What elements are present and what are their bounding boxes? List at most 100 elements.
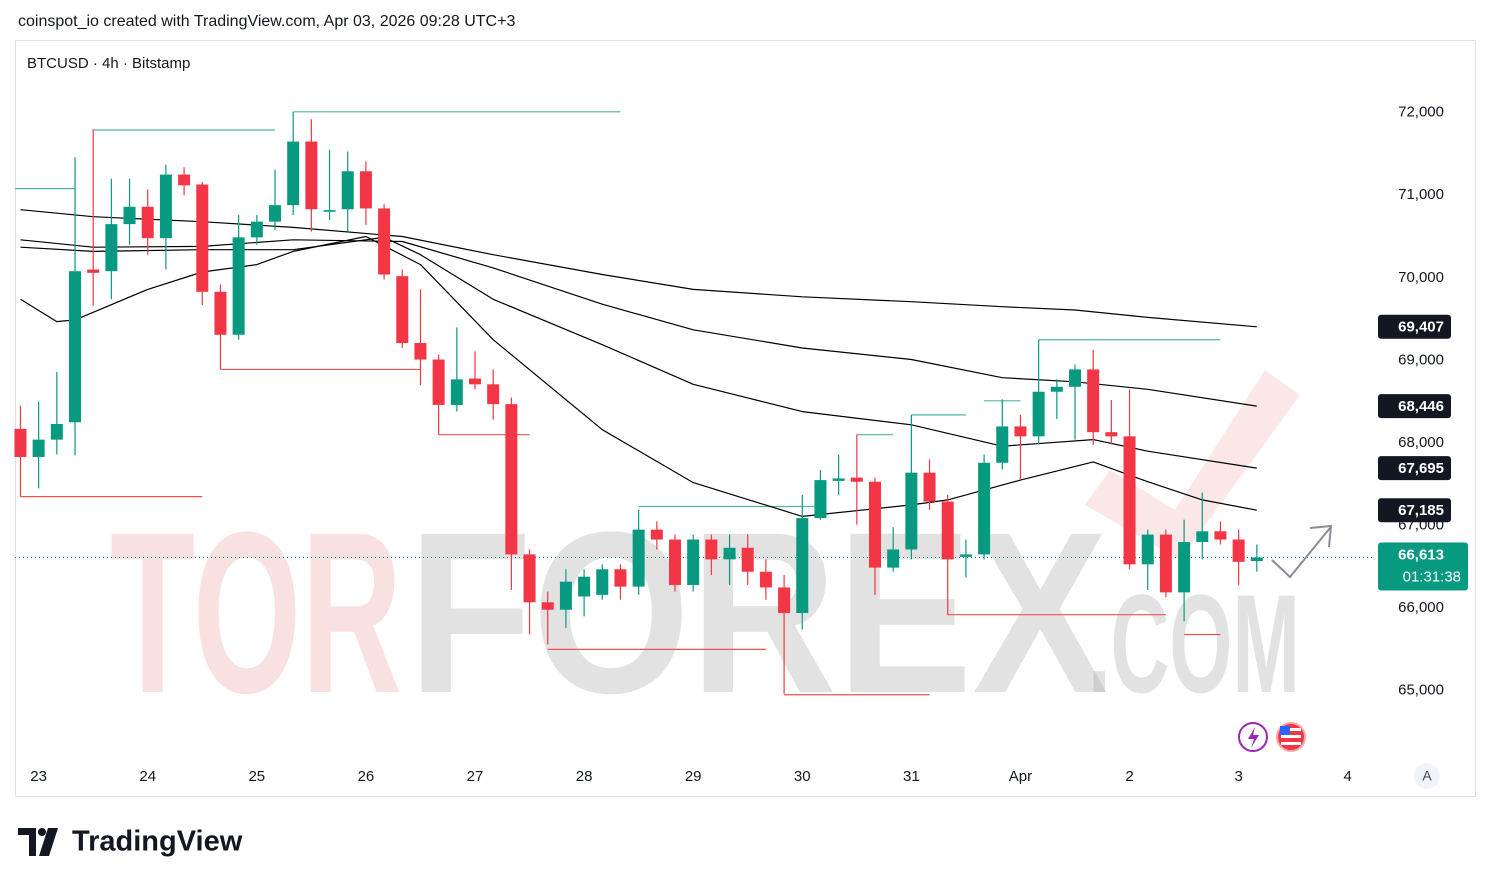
candle-body xyxy=(559,581,572,610)
price-tag xyxy=(1378,394,1451,419)
y-tick-label: 72,000 xyxy=(1398,104,1444,121)
price-tag xyxy=(1378,498,1451,523)
candle-body xyxy=(196,184,209,292)
watermark-text: TOR xyxy=(110,484,402,741)
candle-body xyxy=(14,428,27,457)
candle-body xyxy=(869,481,881,568)
plot-area xyxy=(14,111,1375,696)
last-price-label: 66,613 xyxy=(1398,546,1444,563)
candle-body xyxy=(323,210,336,212)
candle-body xyxy=(996,426,1009,463)
candle-body xyxy=(1105,432,1118,437)
moving-average xyxy=(20,236,1257,469)
candle-body xyxy=(759,571,772,588)
candle-body xyxy=(87,269,100,273)
moving-average xyxy=(20,209,1257,328)
x-tick-label: 25 xyxy=(248,768,265,785)
candle-body xyxy=(1069,369,1081,387)
candle-body xyxy=(614,569,627,587)
candle-body xyxy=(305,141,318,210)
price-tag-label: 69,407 xyxy=(1398,319,1444,336)
price-tag-label: 68,446 xyxy=(1398,398,1444,415)
attribution: coinspot_io created with TradingView.com… xyxy=(18,13,515,30)
price-tag-label: 67,185 xyxy=(1398,502,1444,519)
logo-text: TradingView xyxy=(72,826,243,858)
logo-dot xyxy=(38,828,46,836)
candle-body xyxy=(723,547,736,560)
candle-body xyxy=(741,547,754,572)
logo-mark xyxy=(39,828,58,856)
candle-body xyxy=(396,276,409,344)
candle-body xyxy=(432,359,445,405)
x-tick-label: Apr xyxy=(1009,768,1032,785)
icon-bolt xyxy=(1248,727,1259,748)
moving-average xyxy=(20,235,1257,517)
auto-scale-button[interactable] xyxy=(1414,763,1440,789)
candle-body xyxy=(1050,386,1063,392)
candle-body xyxy=(378,208,391,275)
candle-body xyxy=(596,569,609,595)
candle-body xyxy=(359,171,372,209)
watermark-text: FOREX xyxy=(408,484,1108,741)
candle-body xyxy=(159,174,172,239)
candle-body xyxy=(287,141,300,206)
candle-body xyxy=(141,206,154,239)
candle-body xyxy=(269,205,281,222)
candle-body xyxy=(850,477,863,482)
candle-body xyxy=(541,602,554,610)
countdown-label: 01:31:38 xyxy=(1403,568,1461,585)
y-tick-label: 65,000 xyxy=(1398,682,1444,699)
candle-body xyxy=(214,291,227,335)
candle-body xyxy=(705,539,718,560)
flag-canton xyxy=(1280,726,1290,735)
candle-body xyxy=(487,384,500,405)
candle-body xyxy=(450,379,463,405)
candle-body xyxy=(341,171,354,210)
x-tick-label: 4 xyxy=(1344,768,1352,785)
x-tick-label: 3 xyxy=(1234,768,1242,785)
event-icons xyxy=(1238,722,1306,752)
y-tick-label: 66,000 xyxy=(1398,599,1444,616)
candle-body xyxy=(778,587,791,614)
symbol-title: BTCUSD · 4h · Bitstamp xyxy=(27,55,190,72)
candle-body xyxy=(1014,426,1027,437)
y-tick-label: 69,000 xyxy=(1398,351,1444,368)
x-tick-label: 2 xyxy=(1125,768,1133,785)
x-tick-label: 31 xyxy=(903,768,920,785)
candle-body xyxy=(959,554,972,557)
flag-stripe xyxy=(1281,742,1301,745)
price-tag xyxy=(1378,456,1451,481)
price-tag-label: 67,695 xyxy=(1398,460,1444,477)
candle-body xyxy=(32,439,45,457)
candle-body xyxy=(941,501,954,560)
candle-body xyxy=(1214,531,1227,540)
candle-body xyxy=(1032,391,1045,437)
watermark: TOR FOREX.COM xyxy=(110,370,1300,741)
candle-body xyxy=(414,343,427,360)
candle-body xyxy=(505,404,518,555)
candle-body xyxy=(1123,436,1136,565)
x-tick-label: 23 xyxy=(30,768,47,785)
y-tick-label: 70,000 xyxy=(1398,269,1444,286)
flag-stripe xyxy=(1281,735,1301,738)
candle-body xyxy=(105,224,118,272)
y-tick-label: 71,000 xyxy=(1398,186,1444,203)
watermark-check xyxy=(1085,370,1300,560)
moving-average xyxy=(20,239,1257,407)
footer-logo: TradingView xyxy=(18,826,243,858)
flag-stripe xyxy=(1281,728,1301,731)
candle-body xyxy=(796,518,809,614)
auto-scale-label: A xyxy=(1422,768,1432,784)
last-price-tag xyxy=(1378,542,1468,591)
arrow-head xyxy=(1309,524,1333,548)
candle-body xyxy=(978,462,991,555)
candle-body xyxy=(178,174,191,186)
candle-body xyxy=(232,237,245,335)
candle-body xyxy=(650,529,663,540)
chart-frame xyxy=(15,40,1476,797)
x-tick-label: 27 xyxy=(467,768,484,785)
candle-body xyxy=(578,576,591,597)
candle-body xyxy=(1141,534,1154,565)
